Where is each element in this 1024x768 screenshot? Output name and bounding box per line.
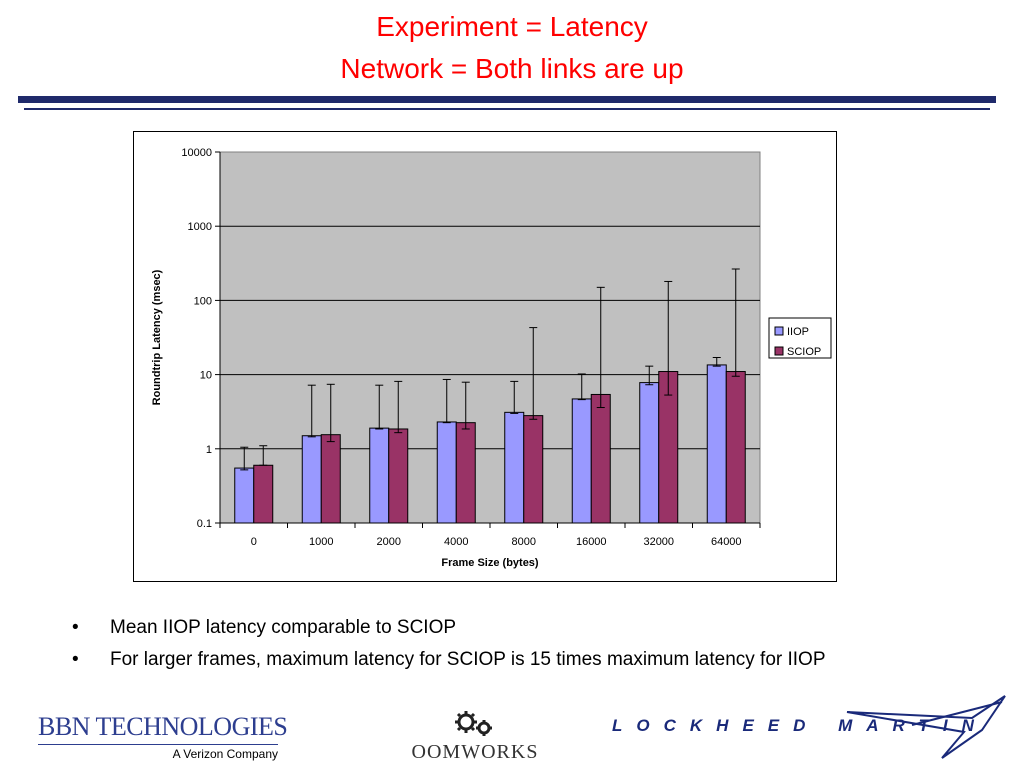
bullet-item: • Mean IIOP latency comparable to SCIOP [72,612,826,644]
gears-icon [455,711,492,736]
bullet-text: For larger frames, maximum latency for S… [110,649,826,670]
y-tick-label: 100 [194,295,212,307]
x-tick-label: 8000 [512,536,536,548]
slide-title-line-2: Network = Both links are up [340,53,684,84]
bullet-list: • Mean IIOP latency comparable to SCIOP … [72,612,826,676]
lockheed-martin-logo: LOCKHEED MARTIN [612,690,1012,760]
bar-sciop [590,393,611,524]
bar-iiop [706,364,727,524]
oomworks-logo-name: OOMWORKS [411,741,539,763]
bullet-text: Mean IIOP latency comparable to SCIOP [110,617,457,638]
x-tick-label: 2000 [377,536,401,548]
y-tick-label: 1000 [188,221,212,233]
bar-iiop [504,411,525,524]
x-axis-label: Frame Size (bytes) [441,557,539,569]
bar-iiop [436,421,457,524]
x-tick-label: 64000 [711,536,742,548]
bbn-logo-rule [38,744,278,745]
bar-iiop [234,467,255,524]
slide-title-line-1: Experiment = Latency [376,11,648,42]
bullet-marker: • [72,649,79,670]
x-tick-label: 4000 [444,536,468,548]
bullet-item: • For larger frames, maximum latency for… [72,644,826,676]
bar-iiop [639,382,660,524]
bbn-logo: BBN TECHNOLOGIES A Verizon Company [38,712,288,761]
bbn-logo-tagline: A Verizon Company [172,747,278,761]
legend-label-sciop: SCIOP [787,346,821,358]
legend-label-iiop: IIOP [787,326,809,338]
y-tick-label: 1 [206,444,212,456]
bar-sciop [388,428,409,524]
y-tick-label: 10000 [181,147,212,159]
title-divider-thin [24,108,990,110]
oomworks-logo: OOMWORKS [400,708,550,764]
bar-sciop [455,422,476,524]
bar-iiop [369,427,390,524]
title-divider-thick [18,96,996,103]
legend-swatch-iiop [774,326,784,336]
bbn-logo-name: BBN TECHNOLOGIES [38,712,288,741]
x-tick-label: 16000 [576,536,607,548]
bar-sciop [320,434,341,524]
bar-sciop [523,415,544,524]
chart-frame: 0.1 1 10 100 1000 10000 0 1000 2000 4000 8000 16000… [133,131,837,582]
x-tick-label: 0 [251,536,257,548]
lockheed-martin-logo-name: LOCKHEED MARTIN [612,716,988,735]
x-tick-label: 32000 [643,536,674,548]
latency-chart: 0.1 1 10 100 1000 10000 0 1000 2000 4000 8000 16000… [151,147,832,569]
bar-sciop [253,464,274,524]
star-icon [846,695,1006,759]
plot-area [219,151,761,524]
y-tick-label: 0.1 [197,518,212,530]
bullet-marker: • [72,617,79,638]
bar-iiop [301,435,322,524]
bar-sciop [725,371,746,524]
x-tick-label: 1000 [309,536,333,548]
y-axis-label: Roundtrip Latency (msec) [151,269,163,405]
y-tick-label: 10 [200,370,212,382]
bar-iiop [571,398,592,524]
legend-swatch-sciop [774,346,784,356]
